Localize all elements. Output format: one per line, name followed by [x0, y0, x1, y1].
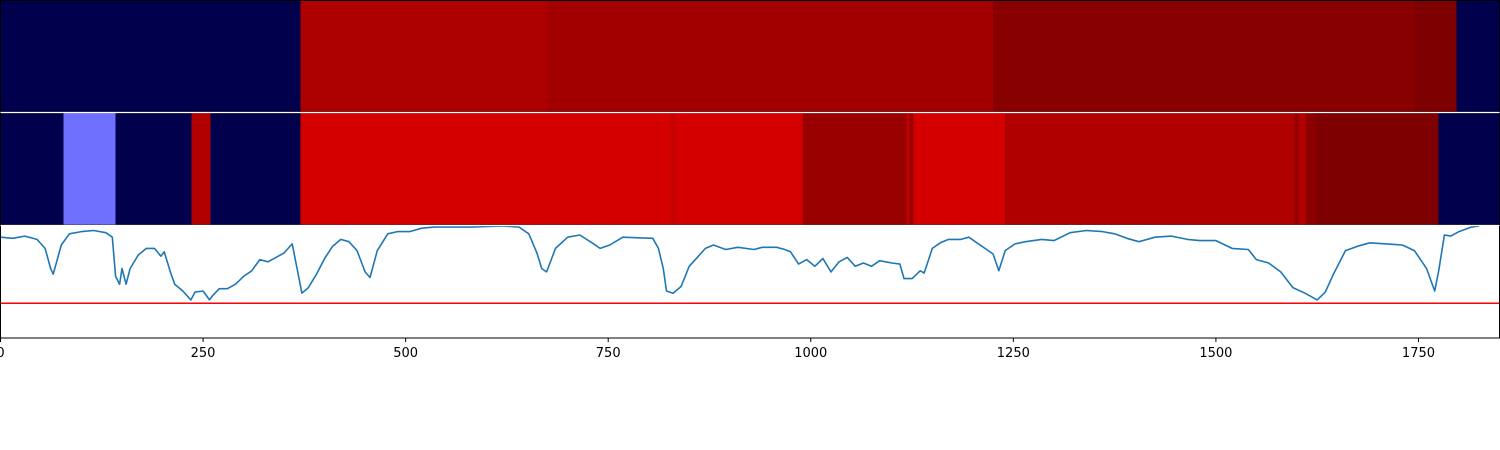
middle-band-segment-16: [1315, 113, 1439, 225]
middle-band-segment-15: [1305, 113, 1316, 225]
x-axis: 0 250 500 750 1000 1250 1500 1750: [0, 338, 1435, 361]
middle-band-segment-2: [115, 113, 192, 225]
middle-band-segment-13: [1294, 113, 1299, 225]
middle-band-segment-9: [906, 113, 910, 225]
top-band-segment-1: [300, 1, 548, 112]
middle-band-segment-6: [669, 113, 677, 225]
top-band-segment-3: [993, 1, 1415, 112]
x-tick-label: 1000: [794, 346, 827, 361]
x-tick-label: 1500: [1199, 346, 1232, 361]
middle-band-segment-11: [913, 113, 1006, 225]
middle-band-segment-5: [300, 113, 670, 225]
middle-band-segment-0: [0, 113, 64, 225]
middle-band-segment-1: [63, 113, 116, 225]
x-tick-label: 500: [393, 346, 418, 361]
middle-band-segment-17: [1438, 113, 1500, 225]
line-plot-panel: [0, 226, 1500, 338]
x-tick-label: 250: [191, 346, 216, 361]
x-tick-label: 0: [0, 346, 5, 361]
top-band-segment-5: [1456, 1, 1500, 112]
middle-band-segment-4: [210, 113, 301, 225]
middle-band-segment-8: [802, 113, 907, 225]
x-tick-label: 750: [596, 346, 621, 361]
top-band-segment-2: [547, 1, 994, 112]
top-heatmap-band: [0, 1, 1500, 112]
plot-area: [0, 226, 1500, 338]
top-band-segment-4: [1414, 1, 1457, 112]
x-tick-label: 1750: [1402, 346, 1435, 361]
signal-series-line: [0, 226, 1480, 301]
middle-band-segment-14: [1298, 113, 1306, 225]
top-band-segment-0: [0, 1, 301, 112]
middle-band-segment-7: [676, 113, 803, 225]
middle-heatmap-band: [0, 113, 1500, 225]
middle-band-segment-12: [1005, 113, 1295, 225]
x-tick-label: 1250: [997, 346, 1030, 361]
middle-band-segment-10: [909, 113, 914, 225]
middle-band-segment-3: [191, 113, 211, 225]
